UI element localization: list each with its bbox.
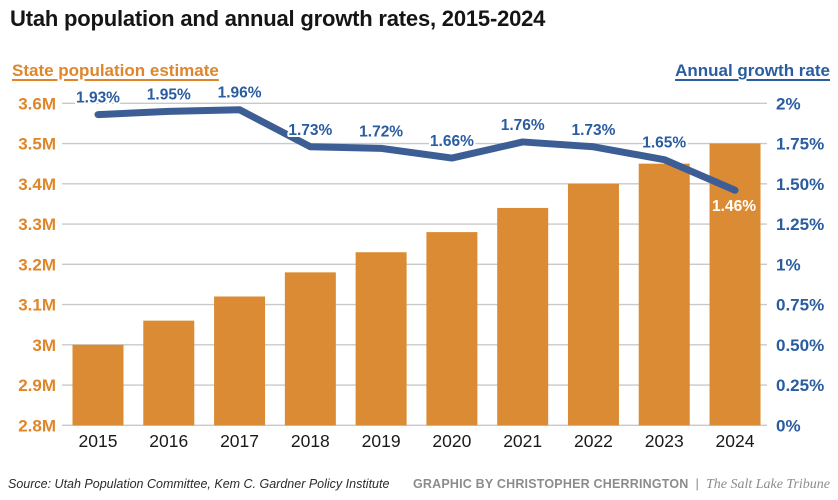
right-axis-tick-label: 1.25% [776,215,824,234]
year-label: 2019 [362,431,401,451]
year-label: 2021 [503,431,542,451]
right-axis-tick-label: 0.50% [776,336,824,355]
left-axis-tick-label: 3.1M [18,296,56,315]
left-axis-tick-label: 3.5M [18,135,56,154]
right-axis-legend: Annual growth rate [675,61,830,80]
graphic-credit-group: GRAPHIC BY CHRISTOPHER CHERRINGTON | The… [413,476,830,493]
growth-rate-label: 1.73% [288,122,332,139]
population-bar-2018 [284,272,336,426]
right-axis-tick-label: 0.25% [776,376,824,395]
left-axis-tick-label: 3.4M [18,175,56,194]
year-label: 2018 [291,431,330,451]
year-label: 2023 [645,431,684,451]
left-axis-tick-label: 3M [32,336,56,355]
year-label: 2016 [149,431,188,451]
growth-rate-label: 1.73% [571,122,615,139]
growth-rate-label: 1.93% [76,90,120,107]
chart-title: Utah population and annual growth rates,… [10,6,546,31]
population-bar-2021 [497,207,549,426]
graphic-credit: GRAPHIC BY CHRISTOPHER CHERRINGTON [412,476,689,491]
credit-separator: | [695,475,699,491]
growth-rate-label: 1.96% [218,85,262,102]
footer: Source: Utah Population Committee, Kem C… [0,472,838,496]
right-axis-tick-label: 0.75% [776,296,824,315]
left-axis-tick-label: 3.6M [18,94,56,113]
source-credit: Source: Utah Population Committee, Kem C… [8,477,390,491]
right-axis-tick-label: 0% [776,416,801,435]
population-bar-2023 [638,163,690,426]
left-axis-tick-label: 3.2M [18,255,56,274]
growth-rate-label: 1.46% [712,198,756,215]
right-axis-tick-label: 1% [776,255,801,274]
left-axis-tick-label: 2.9M [18,376,56,395]
left-axis-tick-label: 2.8M [18,416,56,435]
right-axis-tick-label: 1.75% [776,135,824,154]
left-axis-tick-label: 3.3M [18,215,56,234]
year-label: 2015 [79,431,118,451]
population-bar-2020 [426,232,478,426]
population-bar-2016 [143,320,195,426]
left-axis-legend: State population estimate [12,61,219,80]
year-label: 2020 [432,431,471,451]
year-label: 2022 [574,431,613,451]
growth-rate-label: 1.95% [147,86,191,103]
year-label: 2017 [220,431,259,451]
population-bar-2022 [567,183,619,426]
publication-name: The Salt Lake Tribune [705,476,830,492]
growth-rate-label: 1.76% [501,117,545,134]
year-label: 2024 [716,431,755,451]
right-axis-tick-label: 1.50% [776,175,824,194]
growth-rate-line [94,106,739,194]
population-bar-2019 [355,252,407,426]
growth-rate-label: 1.72% [359,123,403,140]
population-bar-2017 [214,296,266,426]
growth-rate-label: 1.65% [642,135,686,152]
right-axis-tick-label: 2% [776,94,801,113]
population-bar-2015 [72,344,124,426]
growth-rate-label: 1.66% [430,133,474,150]
